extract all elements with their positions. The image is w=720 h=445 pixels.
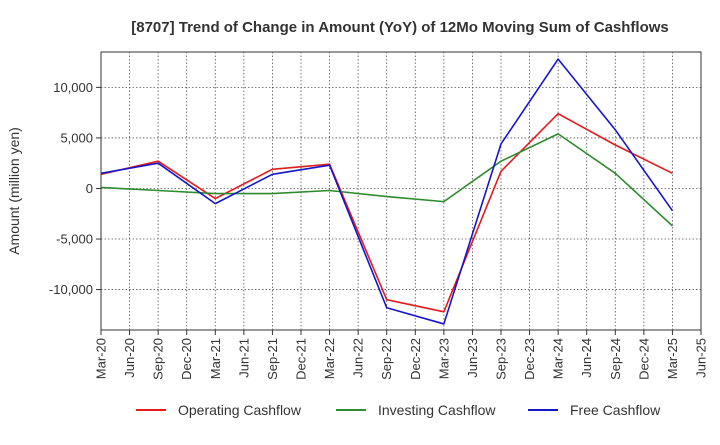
- series-line-free-cashflow: [100, 58, 674, 325]
- x-tick-label: Dec-22: [408, 338, 423, 380]
- x-tick-label: Sep-21: [265, 338, 280, 380]
- x-tick-label: Mar-20: [94, 338, 109, 379]
- x-tick-label: Sep-22: [379, 338, 394, 380]
- y-tick-label: -5,000: [56, 232, 93, 247]
- y-tick-label: -10,000: [49, 282, 93, 297]
- legend-label: Operating Cashflow: [178, 402, 302, 418]
- x-tick-label: Jun-21: [236, 338, 251, 378]
- chart-title: [8707] Trend of Change in Amount (YoY) o…: [131, 19, 669, 36]
- x-tick-label: Mar-24: [551, 338, 566, 379]
- x-axis-ticks: Mar-20 Jun-20 Sep-20 Dec-20 Mar-21 Jun-21 Sep-…: [94, 330, 709, 380]
- legend-label: Investing Cashflow: [378, 402, 496, 418]
- x-tick-label: Dec-23: [522, 338, 537, 380]
- x-tick-label: Mar-22: [322, 338, 337, 379]
- y-tick-label: 0: [86, 181, 93, 196]
- x-tick-label: Dec-20: [179, 338, 194, 380]
- x-tick-label: Mar-21: [208, 338, 223, 379]
- x-tick-label: Dec-21: [294, 338, 309, 380]
- x-tick-label: Sep-23: [494, 338, 509, 380]
- legend: Operating Cashflow Investing Cashflow Free…: [136, 402, 661, 418]
- x-tick-label: Sep-24: [608, 338, 623, 380]
- series-line-investing-cashflow: [100, 133, 673, 227]
- x-tick-label: Jun-20: [122, 338, 137, 378]
- x-tick-label: Jun-25: [694, 338, 709, 378]
- grid-lines: [101, 52, 701, 330]
- x-tick-label: Sep-20: [151, 338, 166, 380]
- y-axis-label: Amount (million yen): [6, 127, 22, 255]
- x-tick-label: Jun-22: [351, 338, 366, 378]
- x-tick-label: Mar-25: [665, 338, 680, 379]
- plot-area: [100, 51, 702, 331]
- series-lines: [100, 58, 674, 325]
- y-axis-ticks: -10,000 -5,000 0 5,000 10,000: [49, 80, 101, 297]
- y-tick-label: 10,000: [53, 80, 93, 95]
- x-tick-label: Dec-24: [636, 338, 651, 380]
- x-tick-label: Jun-24: [579, 338, 594, 378]
- legend-label: Free Cashflow: [570, 402, 661, 418]
- x-tick-label: Mar-23: [436, 338, 451, 379]
- x-tick-label: Jun-23: [465, 338, 480, 378]
- y-tick-label: 5,000: [60, 130, 93, 145]
- series-line-operating-cashflow: [100, 112, 673, 313]
